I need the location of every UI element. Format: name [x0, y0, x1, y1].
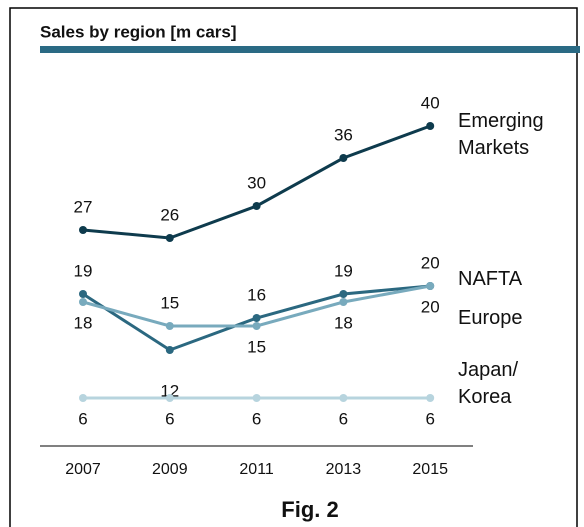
x-tick-label: 2009: [152, 461, 188, 478]
legend-entry: Europe: [458, 307, 523, 329]
chart-title: Sales by region [m cars]: [40, 22, 237, 41]
data-label: 36: [334, 125, 353, 144]
data-label: 16: [247, 285, 266, 304]
x-tick-label: 2011: [239, 461, 274, 478]
point: [426, 282, 435, 290]
data-label: 20: [421, 253, 440, 272]
legend-entry: Japan/ Korea: [458, 359, 519, 408]
data-label: 6: [252, 409, 261, 428]
point: [79, 298, 87, 306]
data-label: 19: [74, 261, 93, 280]
data-label: 6: [339, 409, 348, 428]
point: [79, 290, 87, 298]
point: [426, 394, 435, 402]
data-label: 18: [334, 313, 353, 332]
data-label: 15: [160, 293, 179, 312]
point: [79, 226, 87, 234]
data-label: 6: [425, 409, 434, 428]
data-label: 40: [421, 93, 440, 112]
frame: [9, 7, 578, 527]
data-label: 6: [78, 409, 87, 428]
point: [252, 394, 261, 402]
legend-entry: Emerging Markets: [458, 110, 544, 159]
point: [339, 290, 348, 298]
point: [252, 322, 261, 330]
point: [339, 154, 348, 162]
point: [252, 314, 261, 322]
data-label: 30: [247, 173, 266, 192]
data-label: 18: [74, 313, 93, 332]
data-label: 20: [421, 297, 440, 316]
x-tick-label: 2015: [412, 461, 448, 478]
data-label: 26: [160, 205, 179, 224]
data-label: 6: [165, 409, 174, 428]
caption: Fig. 2: [281, 497, 338, 522]
point: [165, 322, 174, 330]
point: [165, 346, 174, 354]
data-label: 19: [334, 261, 353, 280]
x-tick-label: 2007: [65, 461, 101, 478]
data-label: 27: [74, 197, 93, 216]
point: [426, 122, 435, 130]
point: [339, 298, 348, 306]
point: [339, 394, 348, 402]
legend-entry: NAFTA: [458, 268, 523, 290]
title-bar: [40, 46, 580, 53]
x-tick-label: 2013: [326, 461, 362, 478]
point: [252, 202, 261, 210]
point: [165, 394, 174, 402]
data-label: 15: [247, 337, 266, 356]
point: [165, 234, 174, 242]
point: [79, 394, 87, 402]
data-label: 12: [160, 381, 179, 400]
